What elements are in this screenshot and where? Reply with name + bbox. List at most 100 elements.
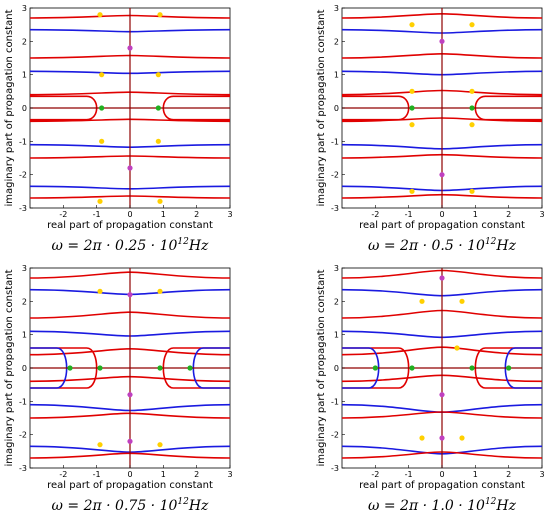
critical-point [439, 275, 445, 281]
critical-point [439, 435, 445, 441]
critical-point [409, 122, 415, 128]
y-tick-label: -3 [331, 464, 339, 473]
critical-point [469, 105, 475, 111]
y-tick-label: 2 [334, 297, 339, 306]
critical-point [97, 365, 103, 371]
critical-point [409, 105, 415, 111]
critical-point [157, 442, 163, 448]
y-tick-label: 0 [22, 104, 27, 113]
x-axis-label: real part of propagation constant [47, 220, 213, 231]
x-tick-label: -2 [371, 470, 379, 479]
critical-point [459, 435, 465, 441]
critical-point [459, 298, 465, 304]
critical-point [127, 292, 133, 298]
critical-point [419, 298, 425, 304]
y-axis-label: imaginary part of propagation constant [4, 269, 15, 466]
critical-point [469, 365, 475, 371]
critical-point [439, 38, 445, 44]
panel-caption: ω = 2π · 0.25 · 1012Hz [52, 237, 210, 254]
x-tick-label: 1 [161, 210, 166, 219]
y-tick-label: -3 [19, 204, 27, 213]
critical-point [99, 138, 105, 144]
x-tick-label: 0 [439, 210, 444, 219]
y-tick-label: 1 [22, 331, 27, 340]
x-tick-label: -1 [93, 470, 101, 479]
y-tick-label: 2 [334, 37, 339, 46]
x-tick-label: 2 [194, 210, 199, 219]
critical-point [409, 365, 415, 371]
x-axis-label: real part of propagation constant [47, 480, 213, 491]
y-tick-label: 1 [22, 71, 27, 80]
y-tick-label: -1 [331, 397, 339, 406]
x-tick-label: 3 [539, 210, 544, 219]
y-tick-label: -2 [331, 171, 339, 180]
critical-point [97, 442, 103, 448]
x-tick-label: 2 [506, 470, 511, 479]
critical-point [99, 72, 105, 78]
critical-point [469, 188, 475, 194]
y-tick-label: -1 [19, 137, 27, 146]
y-axis-label: imaginary part of propagation constant [4, 9, 15, 206]
critical-point [127, 45, 133, 51]
x-tick-label: -1 [405, 470, 413, 479]
x-tick-label: -2 [371, 210, 379, 219]
critical-point [469, 22, 475, 28]
contour-panel-1: -2 -1 0 1 2 3 -3 -2 -1 0 1 2 3 real part of propagati… [4, 4, 233, 254]
critical-point [469, 88, 475, 94]
x-tick-label: 3 [227, 210, 232, 219]
x-tick-label: 3 [227, 470, 232, 479]
y-tick-label: -3 [19, 464, 27, 473]
panel-caption: ω = 2π · 0.75 · 1012Hz [52, 497, 210, 513]
y-tick-label: 2 [22, 297, 27, 306]
x-tick-label: 1 [161, 470, 166, 479]
y-tick-label: 3 [334, 4, 339, 13]
y-axis-label: imaginary part of propagation constant [316, 9, 327, 206]
critical-point [97, 198, 103, 204]
critical-point [97, 12, 103, 18]
x-tick-label: 2 [506, 210, 511, 219]
x-tick-label: 0 [127, 470, 132, 479]
critical-point [67, 365, 73, 371]
y-axis-label: imaginary part of propagation constant [316, 269, 327, 466]
y-tick-label: 1 [334, 71, 339, 80]
critical-point [157, 365, 163, 371]
y-tick-label: 3 [334, 264, 339, 273]
x-axis-label: real part of propagation constant [359, 480, 525, 491]
y-tick-label: 3 [22, 264, 27, 273]
panel-caption: ω = 2π · 0.5 · 1012Hz [368, 237, 517, 254]
y-tick-label: -3 [331, 204, 339, 213]
critical-point [187, 365, 193, 371]
y-tick-label: 0 [334, 364, 339, 373]
x-tick-label: 1 [473, 210, 478, 219]
critical-point [409, 188, 415, 194]
critical-point [127, 438, 133, 444]
x-tick-label: -1 [405, 210, 413, 219]
critical-point [127, 392, 133, 398]
critical-point [439, 392, 445, 398]
x-tick-label: 3 [539, 470, 544, 479]
critical-point [157, 288, 163, 294]
y-tick-label: 3 [22, 4, 27, 13]
x-tick-label: 0 [439, 470, 444, 479]
critical-point [155, 138, 161, 144]
x-tick-label: -2 [59, 470, 67, 479]
critical-point [469, 122, 475, 128]
y-tick-label: -1 [331, 137, 339, 146]
critical-point [157, 12, 163, 18]
critical-point [157, 198, 163, 204]
x-axis-label: real part of propagation constant [359, 220, 525, 231]
critical-point [454, 345, 460, 351]
critical-point [506, 365, 512, 371]
critical-point [97, 288, 103, 294]
critical-point [127, 165, 133, 171]
critical-point [419, 435, 425, 441]
y-tick-label: 0 [334, 104, 339, 113]
y-tick-label: -2 [19, 171, 27, 180]
y-tick-label: -2 [331, 431, 339, 440]
critical-point [155, 105, 161, 111]
contour-panel-4: -2 -1 0 1 2 3 -3 -2 -1 0 1 2 3 real part of propagati… [316, 264, 545, 513]
critical-point [99, 105, 105, 111]
y-tick-label: 1 [334, 331, 339, 340]
contour-panel-2: -2 -1 0 1 2 3 -3 -2 -1 0 1 2 3 real part of propagati… [316, 4, 545, 254]
panel-caption: ω = 2π · 1.0 · 1012Hz [368, 497, 517, 513]
